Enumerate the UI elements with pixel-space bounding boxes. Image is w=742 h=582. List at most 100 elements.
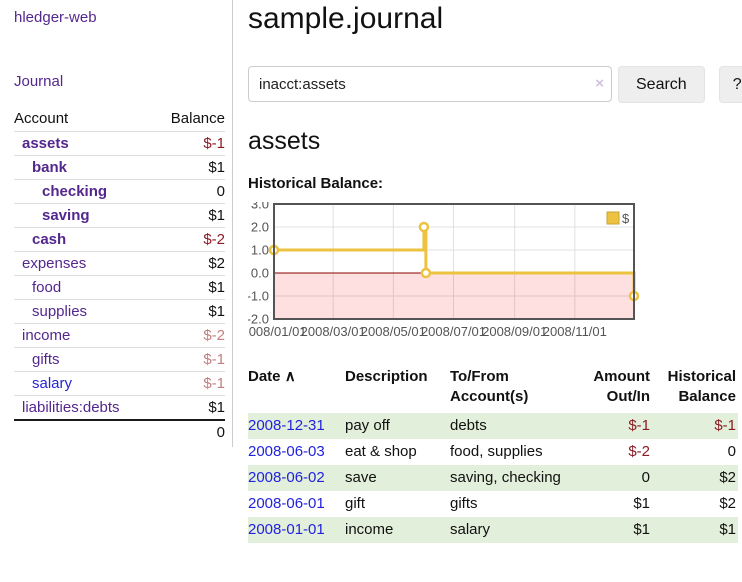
transaction-date-link[interactable]: 2008-06-03 [248, 443, 325, 460]
transaction-description: gift [345, 495, 366, 512]
account-link[interactable]: income [22, 327, 71, 344]
svg-text:0.0: 0.0 [251, 266, 269, 281]
register-row: 2008-06-02 save saving, checking 0 $2 [248, 465, 738, 491]
account-row: supplies $1 [14, 299, 225, 324]
transaction-date-link[interactable]: 2008-12-31 [248, 417, 325, 434]
account-link[interactable]: checking [42, 183, 108, 200]
account-link[interactable]: bank [32, 159, 68, 176]
main-content: sample.journal × Search ? assets Histori… [233, 0, 742, 543]
account-row: cash $-2 [14, 227, 225, 252]
account-row: liabilities:debts $1 [14, 395, 225, 421]
account-balance: 0 [153, 179, 225, 204]
accounts-header-account: Account [14, 107, 154, 132]
account-row: income $-2 [14, 323, 225, 348]
svg-text:$: $ [622, 211, 630, 226]
transaction-date-link[interactable]: 2008-06-01 [248, 495, 325, 512]
account-heading: assets [248, 127, 321, 155]
account-balance: $1 [153, 395, 225, 421]
svg-text:2008/09/01: 2008/09/01 [482, 324, 547, 339]
account-row: salary $-1 [14, 371, 225, 396]
register-row: 2008-01-01 income salary $1 $1 [248, 517, 738, 543]
transaction-accounts: food, supplies [450, 443, 543, 460]
account-link[interactable]: liabilities:debts [22, 399, 120, 416]
register-header-description: Description [345, 368, 428, 385]
account-link[interactable]: gifts [32, 351, 60, 368]
transaction-balance: $2 [719, 469, 736, 486]
transaction-date-link[interactable]: 2008-01-01 [248, 521, 325, 538]
register-row: 2008-12-31 pay off debts $-1 $-1 [248, 413, 738, 439]
account-balance: $1 [153, 275, 225, 300]
account-row: assets $-1 [14, 131, 225, 156]
transaction-date-link[interactable]: 2008-06-02 [248, 469, 325, 486]
historical-balance-chart: $3.0 2.0 1.0 0.0 -1.0 -2.02008/01/012008/03/0… [241, 197, 742, 349]
register-header-date-label: Date [248, 368, 281, 385]
app-title-link[interactable]: hledger-web [14, 9, 97, 26]
transaction-description: eat & shop [345, 443, 417, 460]
search-input[interactable] [248, 66, 612, 102]
transaction-amount: $-1 [628, 417, 650, 434]
account-link[interactable]: expenses [22, 255, 87, 272]
clear-search-icon[interactable]: × [595, 75, 604, 92]
account-row: saving $1 [14, 203, 225, 228]
account-link[interactable]: salary [32, 375, 73, 392]
app-window: hledger-web Journal Account Balance asse… [0, 0, 742, 543]
search-input-wrap: × [248, 66, 612, 103]
transaction-balance: 0 [727, 443, 736, 460]
transaction-description: pay off [345, 417, 390, 434]
account-link[interactable]: cash [32, 231, 67, 248]
search-button[interactable]: Search [618, 66, 705, 103]
svg-text:2008/01/01: 2008/01/01 [248, 324, 307, 339]
accounts-total-value: 0 [14, 419, 225, 447]
sidebar-item-journal[interactable]: Journal [14, 73, 64, 90]
transaction-amount: $1 [633, 495, 650, 512]
register-header-accounts: To/From Account(s) [450, 368, 529, 405]
account-link[interactable]: saving [42, 207, 90, 224]
svg-text:-1.0: -1.0 [248, 289, 269, 304]
account-balance: $-1 [153, 131, 225, 156]
transaction-balance: $-1 [714, 417, 736, 434]
account-balance: $-2 [153, 323, 225, 348]
svg-text:3.0: 3.0 [251, 202, 269, 212]
svg-text:2.0: 2.0 [251, 220, 269, 235]
transaction-amount: $1 [633, 521, 650, 538]
accounts-header-balance: Balance [153, 107, 225, 132]
svg-text:2008/05/01: 2008/05/01 [361, 324, 426, 339]
account-link[interactable]: supplies [32, 303, 88, 320]
account-row: checking 0 [14, 179, 225, 204]
account-row: bank $1 [14, 155, 225, 180]
transaction-accounts: salary [450, 521, 491, 538]
register-header-date[interactable]: Date ∧ [248, 365, 345, 413]
register-header-amount: Amount Out/In [593, 368, 650, 405]
account-balance: $-1 [153, 347, 225, 372]
accounts-table: Account Balance assets $-1 bank $1 checking 0… [14, 107, 225, 447]
transaction-accounts: saving, checking [450, 469, 561, 486]
transaction-description: save [345, 469, 377, 486]
account-balance: $2 [153, 251, 225, 276]
accounts-body: assets $-1 bank $1 checking 0 saving $1 cash $-2 e… [14, 131, 225, 421]
account-balance: $-1 [153, 371, 225, 396]
account-row: expenses $2 [14, 251, 225, 276]
accounts-total-row: 0 [14, 419, 225, 447]
transaction-balance: $1 [719, 521, 736, 538]
transaction-amount: $-2 [628, 443, 650, 460]
sort-ascending-icon: ∧ [284, 368, 296, 385]
svg-text:2008/03/01: 2008/03/01 [301, 324, 366, 339]
account-balance: $1 [153, 155, 225, 180]
help-button[interactable]: ? [718, 66, 742, 103]
svg-text:2008/11/01: 2008/11/01 [543, 324, 607, 339]
transaction-accounts: gifts [450, 495, 478, 512]
account-balance: $-2 [153, 227, 225, 252]
transaction-balance: $2 [719, 495, 736, 512]
transaction-amount: 0 [641, 469, 650, 486]
account-link[interactable]: assets [22, 135, 69, 152]
transaction-accounts: debts [450, 417, 487, 434]
register-header-balance: Historical Balance [667, 368, 736, 405]
transaction-description: income [345, 521, 394, 538]
page-title: sample.journal [248, 2, 444, 35]
account-link[interactable]: food [32, 279, 62, 296]
sidebar: hledger-web Journal Account Balance asse… [0, 0, 233, 447]
account-row: food $1 [14, 275, 225, 300]
register-table: Date ∧ Description To/From Account(s) Am… [248, 365, 738, 543]
account-balance: $1 [153, 203, 225, 228]
account-balance: $1 [153, 299, 225, 324]
